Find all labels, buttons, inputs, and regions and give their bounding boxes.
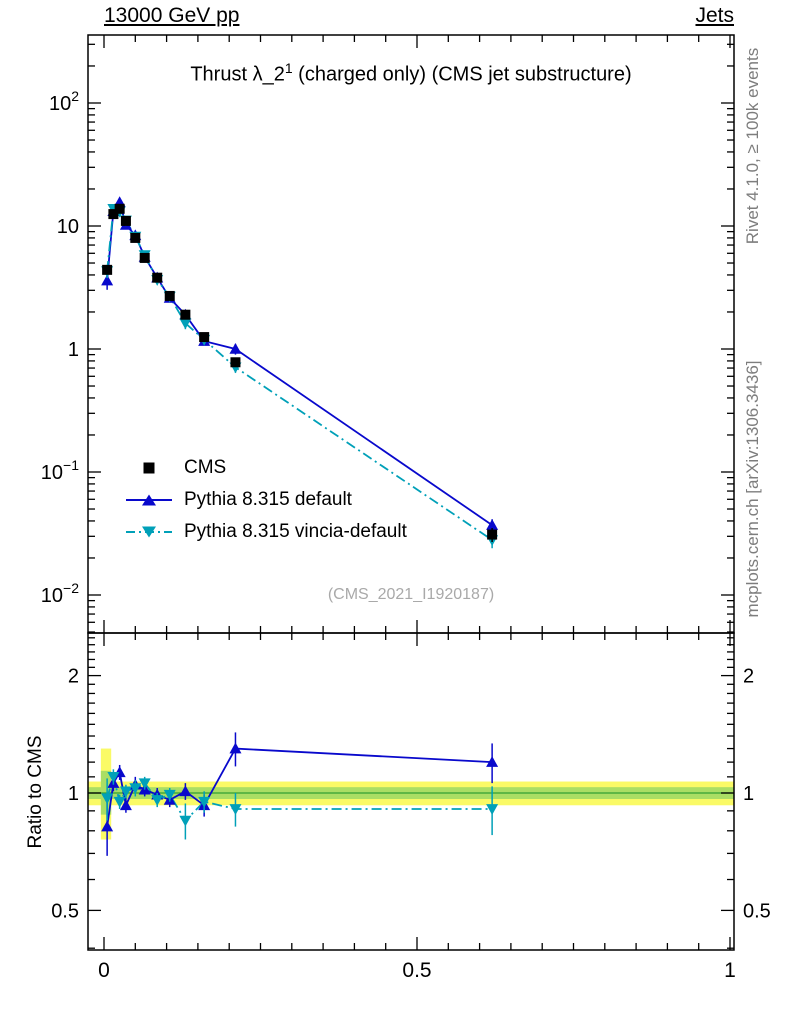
svg-text:0.5: 0.5 [51, 900, 79, 922]
svg-text:0.5: 0.5 [743, 900, 771, 922]
legend: CMS Pythia 8.315 default Pythia 8.315 vi… [126, 452, 407, 548]
plot-title: Thrust λ_21 (charged only) (CMS jet subs… [88, 60, 734, 87]
legend-label-cms: CMS [184, 457, 227, 478]
beam-energy-label: 13000 GeV pp [104, 4, 240, 27]
triangle-down-marker-icon [142, 526, 156, 538]
svg-text:1: 1 [68, 339, 79, 361]
svg-text:2: 2 [743, 666, 754, 688]
pythia-vincia-line-sample [126, 522, 172, 542]
plot-title-superscript: 1 [284, 60, 293, 76]
legend-item-cms: CMS [126, 452, 407, 484]
process-label: Jets [695, 4, 734, 27]
mcplots-arxiv-label: mcplots.cern.ch [arXiv:1306.3436] [743, 360, 762, 618]
svg-text:0.5: 0.5 [402, 959, 431, 982]
svg-text:10−2: 10−2 [41, 580, 79, 607]
plot-title-suffix: (charged only) (CMS jet substructure) [292, 63, 632, 86]
legend-item-pythia-vincia: Pythia 8.315 vincia-default [126, 516, 407, 548]
ratio-axis-label: Ratio to CMS [25, 735, 46, 849]
plot-title-main: Thrust λ_2 [190, 63, 285, 86]
svg-text:0: 0 [98, 959, 110, 982]
svg-text:1: 1 [743, 783, 754, 805]
square-marker-icon [143, 462, 155, 474]
svg-text:10: 10 [57, 216, 79, 238]
triangle-up-marker-icon [142, 494, 156, 506]
svg-text:10−1: 10−1 [41, 457, 79, 484]
legend-label-pythia-vincia: Pythia 8.315 vincia-default [184, 521, 407, 542]
cms-marker-sample [126, 458, 172, 478]
svg-text:1: 1 [68, 783, 79, 805]
svg-text:1: 1 [724, 959, 736, 982]
pythia-default-line-sample [126, 490, 172, 510]
svg-text:2: 2 [68, 666, 79, 688]
legend-label-pythia-default: Pythia 8.315 default [184, 489, 352, 510]
analysis-id-watermark: (CMS_2021_I1920187) [327, 586, 495, 603]
legend-item-pythia-default: Pythia 8.315 default [126, 484, 407, 516]
svg-text:102: 102 [49, 88, 79, 115]
rivet-version-label: Rivet 4.1.0, ≥ 100k events [743, 47, 762, 245]
